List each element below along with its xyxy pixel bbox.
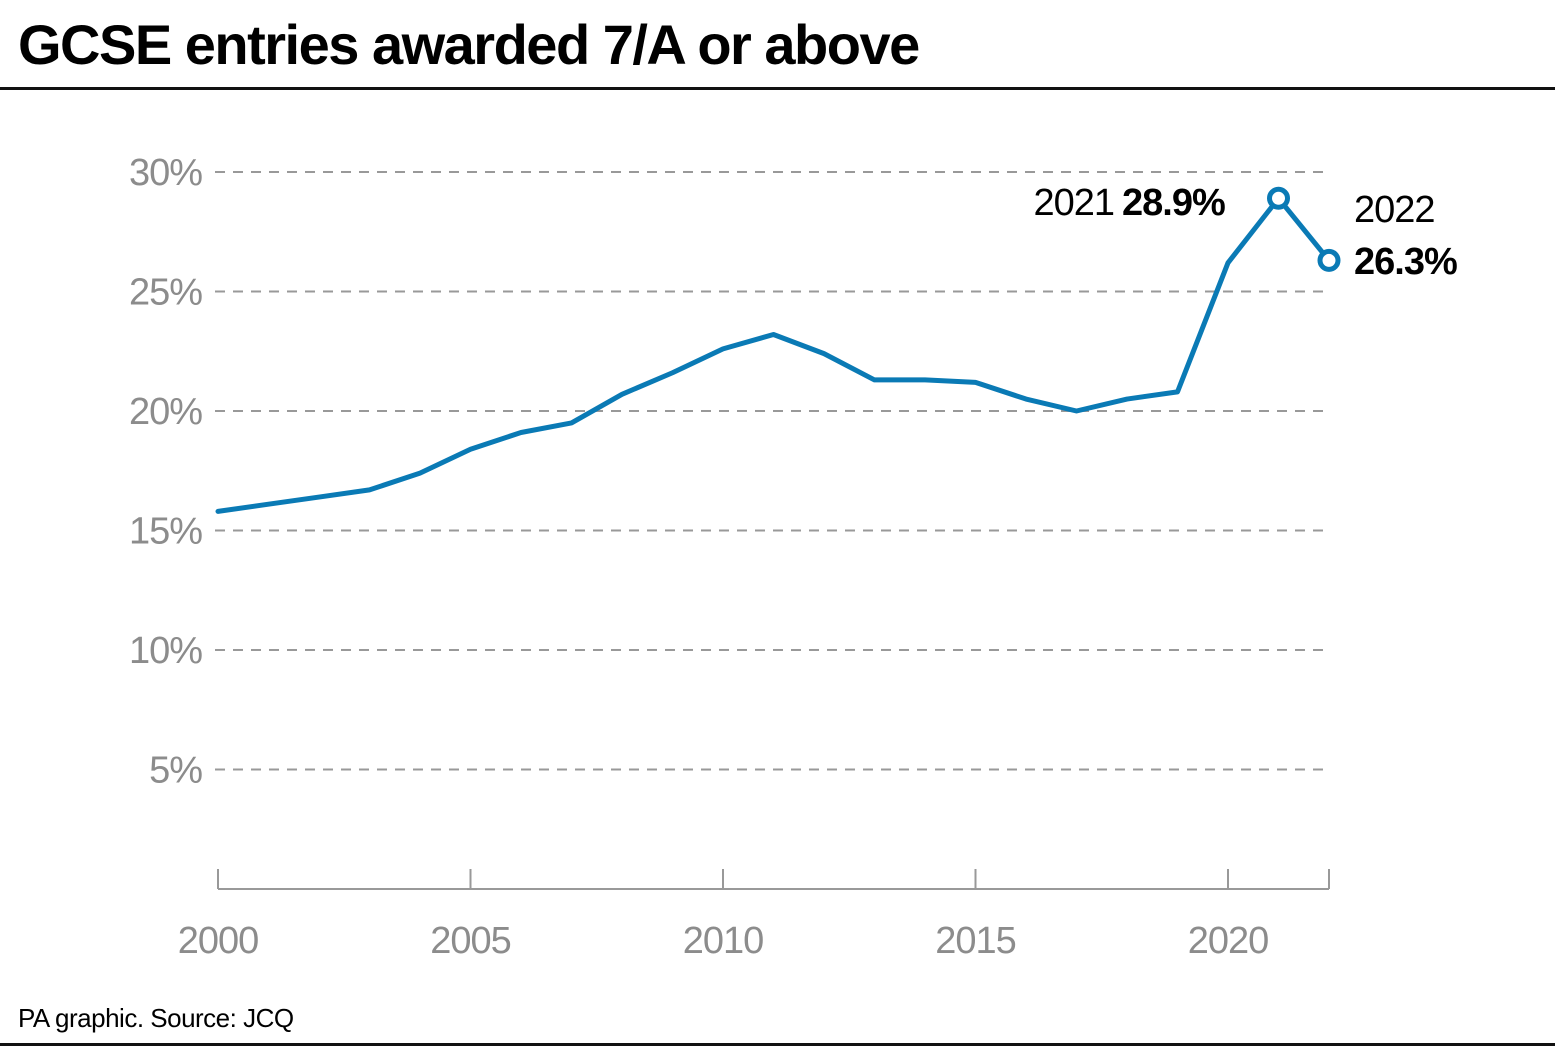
y-tick-label-10: 10% [129, 630, 202, 672]
gridlines [215, 171, 1331, 771]
line-chart: 5% 10% 15% 20% 25% 30% 2000 2005 2010 2015 2020 2… [129, 152, 1458, 962]
annotation-2022-year: 2022 [1354, 189, 1435, 231]
y-tick-label-30: 30% [129, 152, 202, 194]
y-tick-label-20: 20% [129, 391, 202, 433]
title-divider [0, 87, 1555, 90]
footer-divider [0, 1043, 1555, 1046]
annotation-2021-value: 28.9% [1122, 182, 1225, 224]
chart-title: GCSE entries awarded 7/A or above [18, 13, 920, 76]
x-tick-label-2005: 2005 [430, 920, 511, 962]
annotations: 2021 28.9% 2022 26.3% [1033, 182, 1458, 283]
y-tick-label-25: 25% [129, 272, 202, 314]
y-tick-label-5: 5% [149, 750, 202, 792]
x-axis-tick-labels: 2000 2005 2010 2015 2020 [178, 920, 1270, 962]
x-tick-label-2010: 2010 [683, 920, 764, 962]
y-axis-tick-labels: 5% 10% 15% 20% 25% 30% [129, 152, 203, 792]
marker-2021 [1267, 186, 1290, 210]
annotation-2022-value: 26.3% [1354, 241, 1457, 283]
y-tick-label-15: 15% [129, 511, 202, 553]
marker-2022 [1317, 248, 1341, 272]
series-line-group [215, 186, 1341, 514]
annotation-2021-year: 2021 [1033, 182, 1114, 224]
series-line-0 [215, 195, 1332, 514]
x-axis [217, 869, 1330, 890]
source-note: PA graphic. Source: JCQ [18, 1003, 294, 1033]
x-tick-label-2015: 2015 [935, 920, 1016, 962]
x-tick-label-2020: 2020 [1188, 920, 1269, 962]
x-tick-label-2000: 2000 [178, 920, 259, 962]
